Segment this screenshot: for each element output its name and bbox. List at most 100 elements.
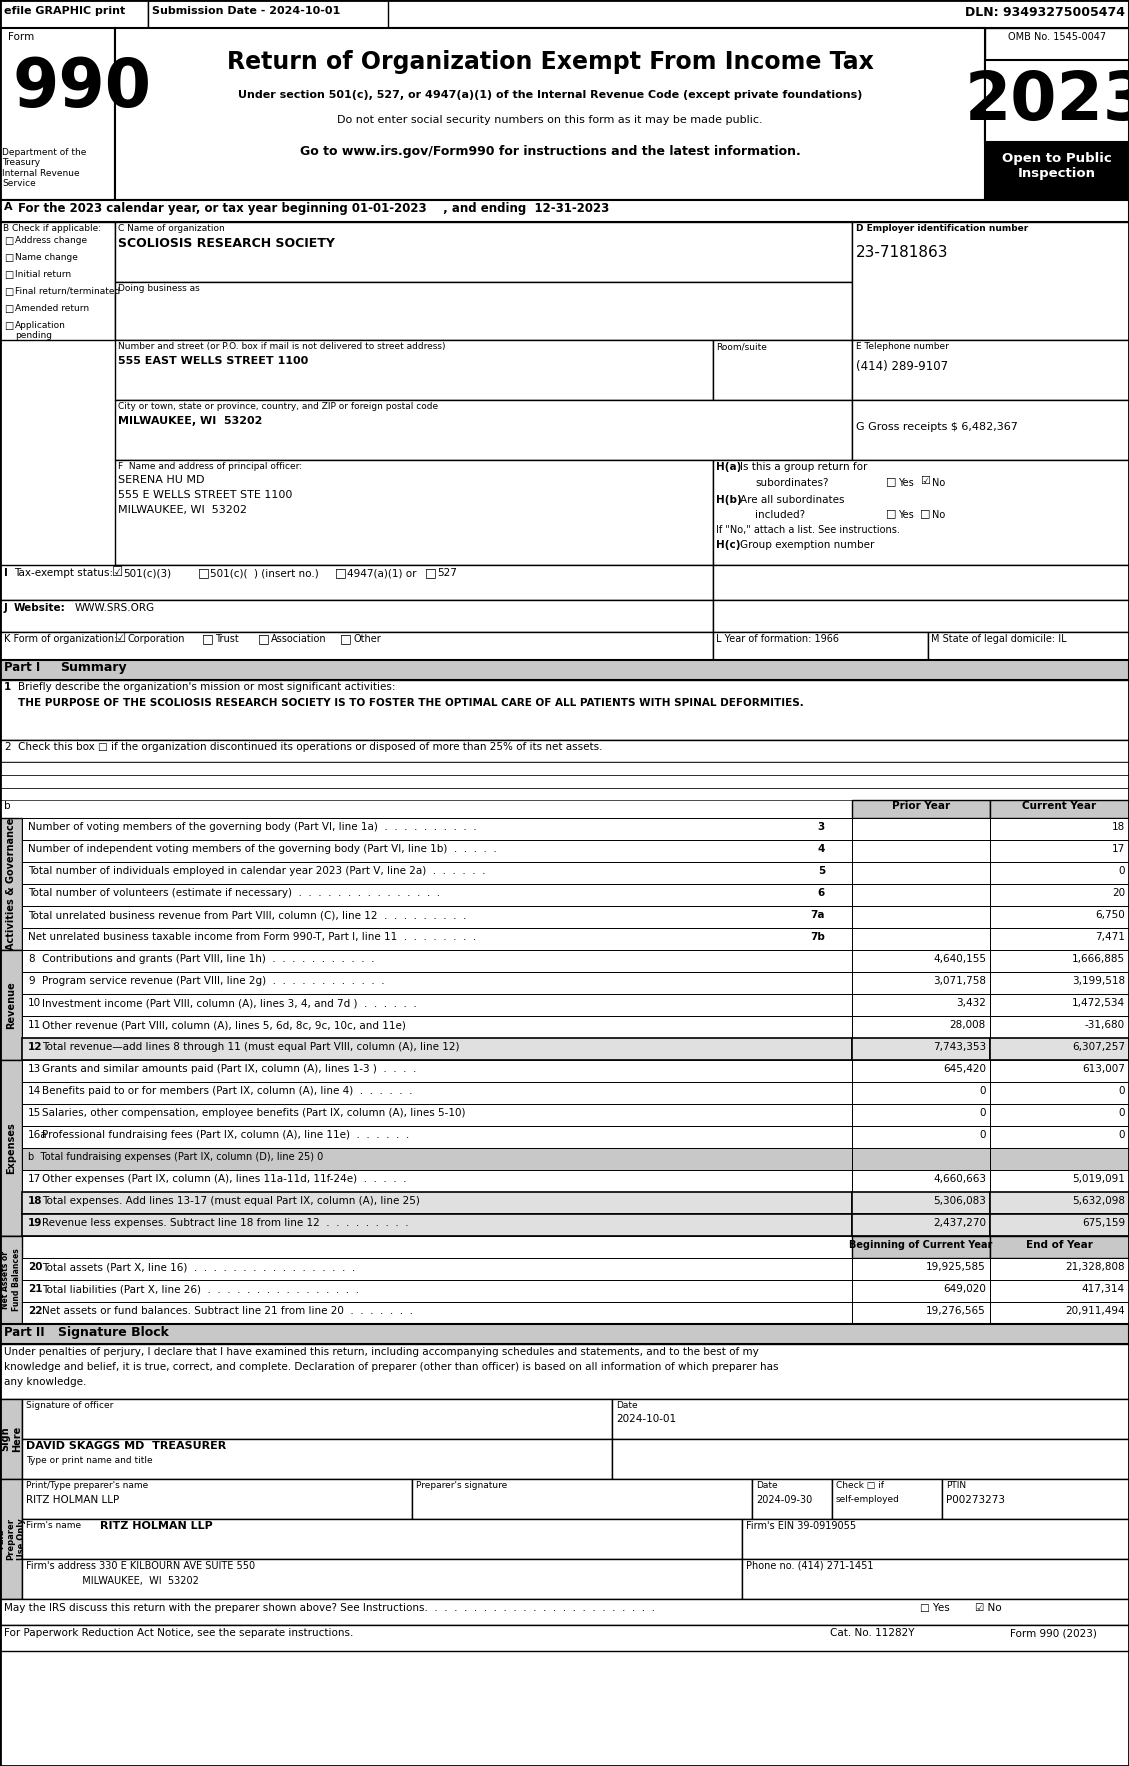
- Bar: [0, 800, 1129, 818]
- Text: 645,420: 645,420: [943, 1063, 986, 1074]
- Text: □: □: [5, 304, 14, 314]
- Text: ☑: ☑: [112, 565, 123, 579]
- Text: Paid
Preparer
Use Only: Paid Preparer Use Only: [0, 1519, 26, 1559]
- Text: SCOLIOSIS RESEARCH SOCIETY: SCOLIOSIS RESEARCH SOCIETY: [119, 237, 335, 251]
- Text: B Check if applicable:: B Check if applicable:: [3, 224, 102, 233]
- Bar: [612, 1439, 1129, 1478]
- Bar: [21, 1015, 852, 1038]
- Bar: [21, 841, 852, 862]
- Text: □: □: [340, 632, 352, 645]
- Text: MILWAUKEE,  WI  53202: MILWAUKEE, WI 53202: [26, 1575, 199, 1586]
- Text: Program service revenue (Part VIII, line 2g)  .  .  .  .  .  .  .  .  .  .  .  .: Program service revenue (Part VIII, line…: [42, 977, 385, 985]
- Text: Revenue less expenses. Subtract line 18 from line 12  .  .  .  .  .  .  .  .  .: Revenue less expenses. Subtract line 18 …: [42, 1219, 409, 1227]
- Bar: [928, 632, 1129, 660]
- Text: Yes: Yes: [898, 479, 913, 487]
- Bar: [21, 1559, 742, 1598]
- Text: □: □: [259, 632, 270, 645]
- Bar: [0, 1324, 1129, 1344]
- Text: 23-7181863: 23-7181863: [856, 245, 948, 260]
- Text: 28,008: 28,008: [949, 1021, 986, 1030]
- Text: Firm's address 330 E KILBOURN AVE SUITE 550: Firm's address 330 E KILBOURN AVE SUITE …: [26, 1561, 255, 1572]
- Text: 0: 0: [1119, 1086, 1124, 1097]
- Text: 555 E WELLS STREET STE 1100: 555 E WELLS STREET STE 1100: [119, 489, 292, 500]
- Bar: [852, 1038, 990, 1060]
- Bar: [990, 927, 1129, 950]
- Text: 2024-10-01: 2024-10-01: [616, 1415, 676, 1423]
- Text: 4: 4: [817, 844, 825, 855]
- Text: Type or print name and title: Type or print name and title: [26, 1455, 152, 1466]
- Text: 0: 0: [1119, 865, 1124, 876]
- Bar: [714, 565, 1129, 600]
- Text: Number of voting members of the governing body (Part VI, line 1a)  .  .  .  .  .: Number of voting members of the governin…: [28, 821, 476, 832]
- Text: H(b): H(b): [716, 494, 742, 505]
- Text: Address change: Address change: [15, 237, 87, 245]
- Text: 675,159: 675,159: [1082, 1219, 1124, 1227]
- Bar: [852, 800, 990, 818]
- Text: knowledge and belief, it is true, correct, and complete. Declaration of preparer: knowledge and belief, it is true, correc…: [5, 1362, 779, 1372]
- Text: Other revenue (Part VIII, column (A), lines 5, 6d, 8c, 9c, 10c, and 11e): Other revenue (Part VIII, column (A), li…: [42, 1021, 405, 1030]
- Bar: [0, 28, 115, 200]
- Bar: [990, 994, 1129, 1015]
- Text: 13: 13: [28, 1063, 42, 1074]
- Bar: [0, 1236, 21, 1324]
- Text: Yes: Yes: [898, 510, 913, 519]
- Text: Website:: Website:: [14, 602, 65, 613]
- Text: 0: 0: [980, 1086, 986, 1097]
- Text: 17: 17: [1112, 844, 1124, 855]
- Text: P00273273: P00273273: [946, 1496, 1005, 1505]
- Bar: [115, 28, 984, 200]
- Text: Initial return: Initial return: [15, 270, 71, 279]
- Text: SERENA HU MD: SERENA HU MD: [119, 475, 204, 486]
- Bar: [115, 459, 714, 565]
- Bar: [714, 600, 1129, 632]
- Text: Firm's EIN 39-0919055: Firm's EIN 39-0919055: [746, 1521, 856, 1531]
- Bar: [852, 1280, 990, 1302]
- Text: 19,925,585: 19,925,585: [926, 1263, 986, 1272]
- Bar: [990, 1038, 1129, 1060]
- Bar: [852, 1192, 990, 1213]
- Text: Room/suite: Room/suite: [716, 343, 767, 351]
- Text: Check this box □ if the organization discontinued its operations or disposed of : Check this box □ if the organization dis…: [18, 742, 603, 752]
- Text: Sign
Here: Sign Here: [0, 1425, 21, 1452]
- Bar: [0, 761, 1129, 775]
- Text: □: □: [198, 565, 210, 579]
- Text: 18: 18: [1112, 821, 1124, 832]
- Text: subordinates?: subordinates?: [755, 479, 829, 487]
- Text: efile GRAPHIC print: efile GRAPHIC print: [5, 5, 125, 16]
- Text: Net unrelated business taxable income from Form 990-T, Part I, line 11  .  .  . : Net unrelated business taxable income fr…: [28, 932, 476, 941]
- Bar: [0, 200, 1129, 223]
- Text: 4947(a)(1) or: 4947(a)(1) or: [347, 569, 417, 577]
- Bar: [852, 927, 990, 950]
- Text: THE PURPOSE OF THE SCOLIOSIS RESEARCH SOCIETY IS TO FOSTER THE OPTIMAL CARE OF A: THE PURPOSE OF THE SCOLIOSIS RESEARCH SO…: [18, 698, 804, 708]
- Bar: [21, 1213, 852, 1236]
- Bar: [852, 1060, 990, 1083]
- Bar: [990, 1127, 1129, 1148]
- Bar: [984, 60, 1129, 141]
- Bar: [852, 885, 990, 906]
- Bar: [990, 950, 1129, 971]
- Bar: [21, 1104, 852, 1127]
- Bar: [0, 740, 1129, 761]
- Text: -31,680: -31,680: [1085, 1021, 1124, 1030]
- Text: H(a): H(a): [716, 463, 742, 472]
- Text: Signature of officer: Signature of officer: [26, 1400, 113, 1409]
- Text: Prior Year: Prior Year: [892, 802, 951, 811]
- Bar: [21, 1280, 852, 1302]
- Text: Signature Block: Signature Block: [58, 1326, 169, 1339]
- Bar: [0, 0, 1129, 28]
- Bar: [852, 1257, 990, 1280]
- Text: 417,314: 417,314: [1082, 1284, 1124, 1294]
- Bar: [742, 1519, 1129, 1559]
- Bar: [714, 459, 1129, 565]
- Text: RITZ HOLMAN LLP: RITZ HOLMAN LLP: [26, 1496, 120, 1505]
- Text: Activities & Governance: Activities & Governance: [6, 818, 16, 950]
- Bar: [852, 1148, 990, 1171]
- Bar: [21, 885, 852, 906]
- Text: 12: 12: [28, 1042, 43, 1053]
- Text: F  Name and address of principal officer:: F Name and address of principal officer:: [119, 463, 303, 472]
- Bar: [21, 1192, 852, 1213]
- Text: ☑ No: ☑ No: [975, 1604, 1001, 1612]
- Bar: [115, 341, 714, 401]
- Text: 17: 17: [28, 1174, 42, 1183]
- Text: any knowledge.: any knowledge.: [5, 1377, 87, 1386]
